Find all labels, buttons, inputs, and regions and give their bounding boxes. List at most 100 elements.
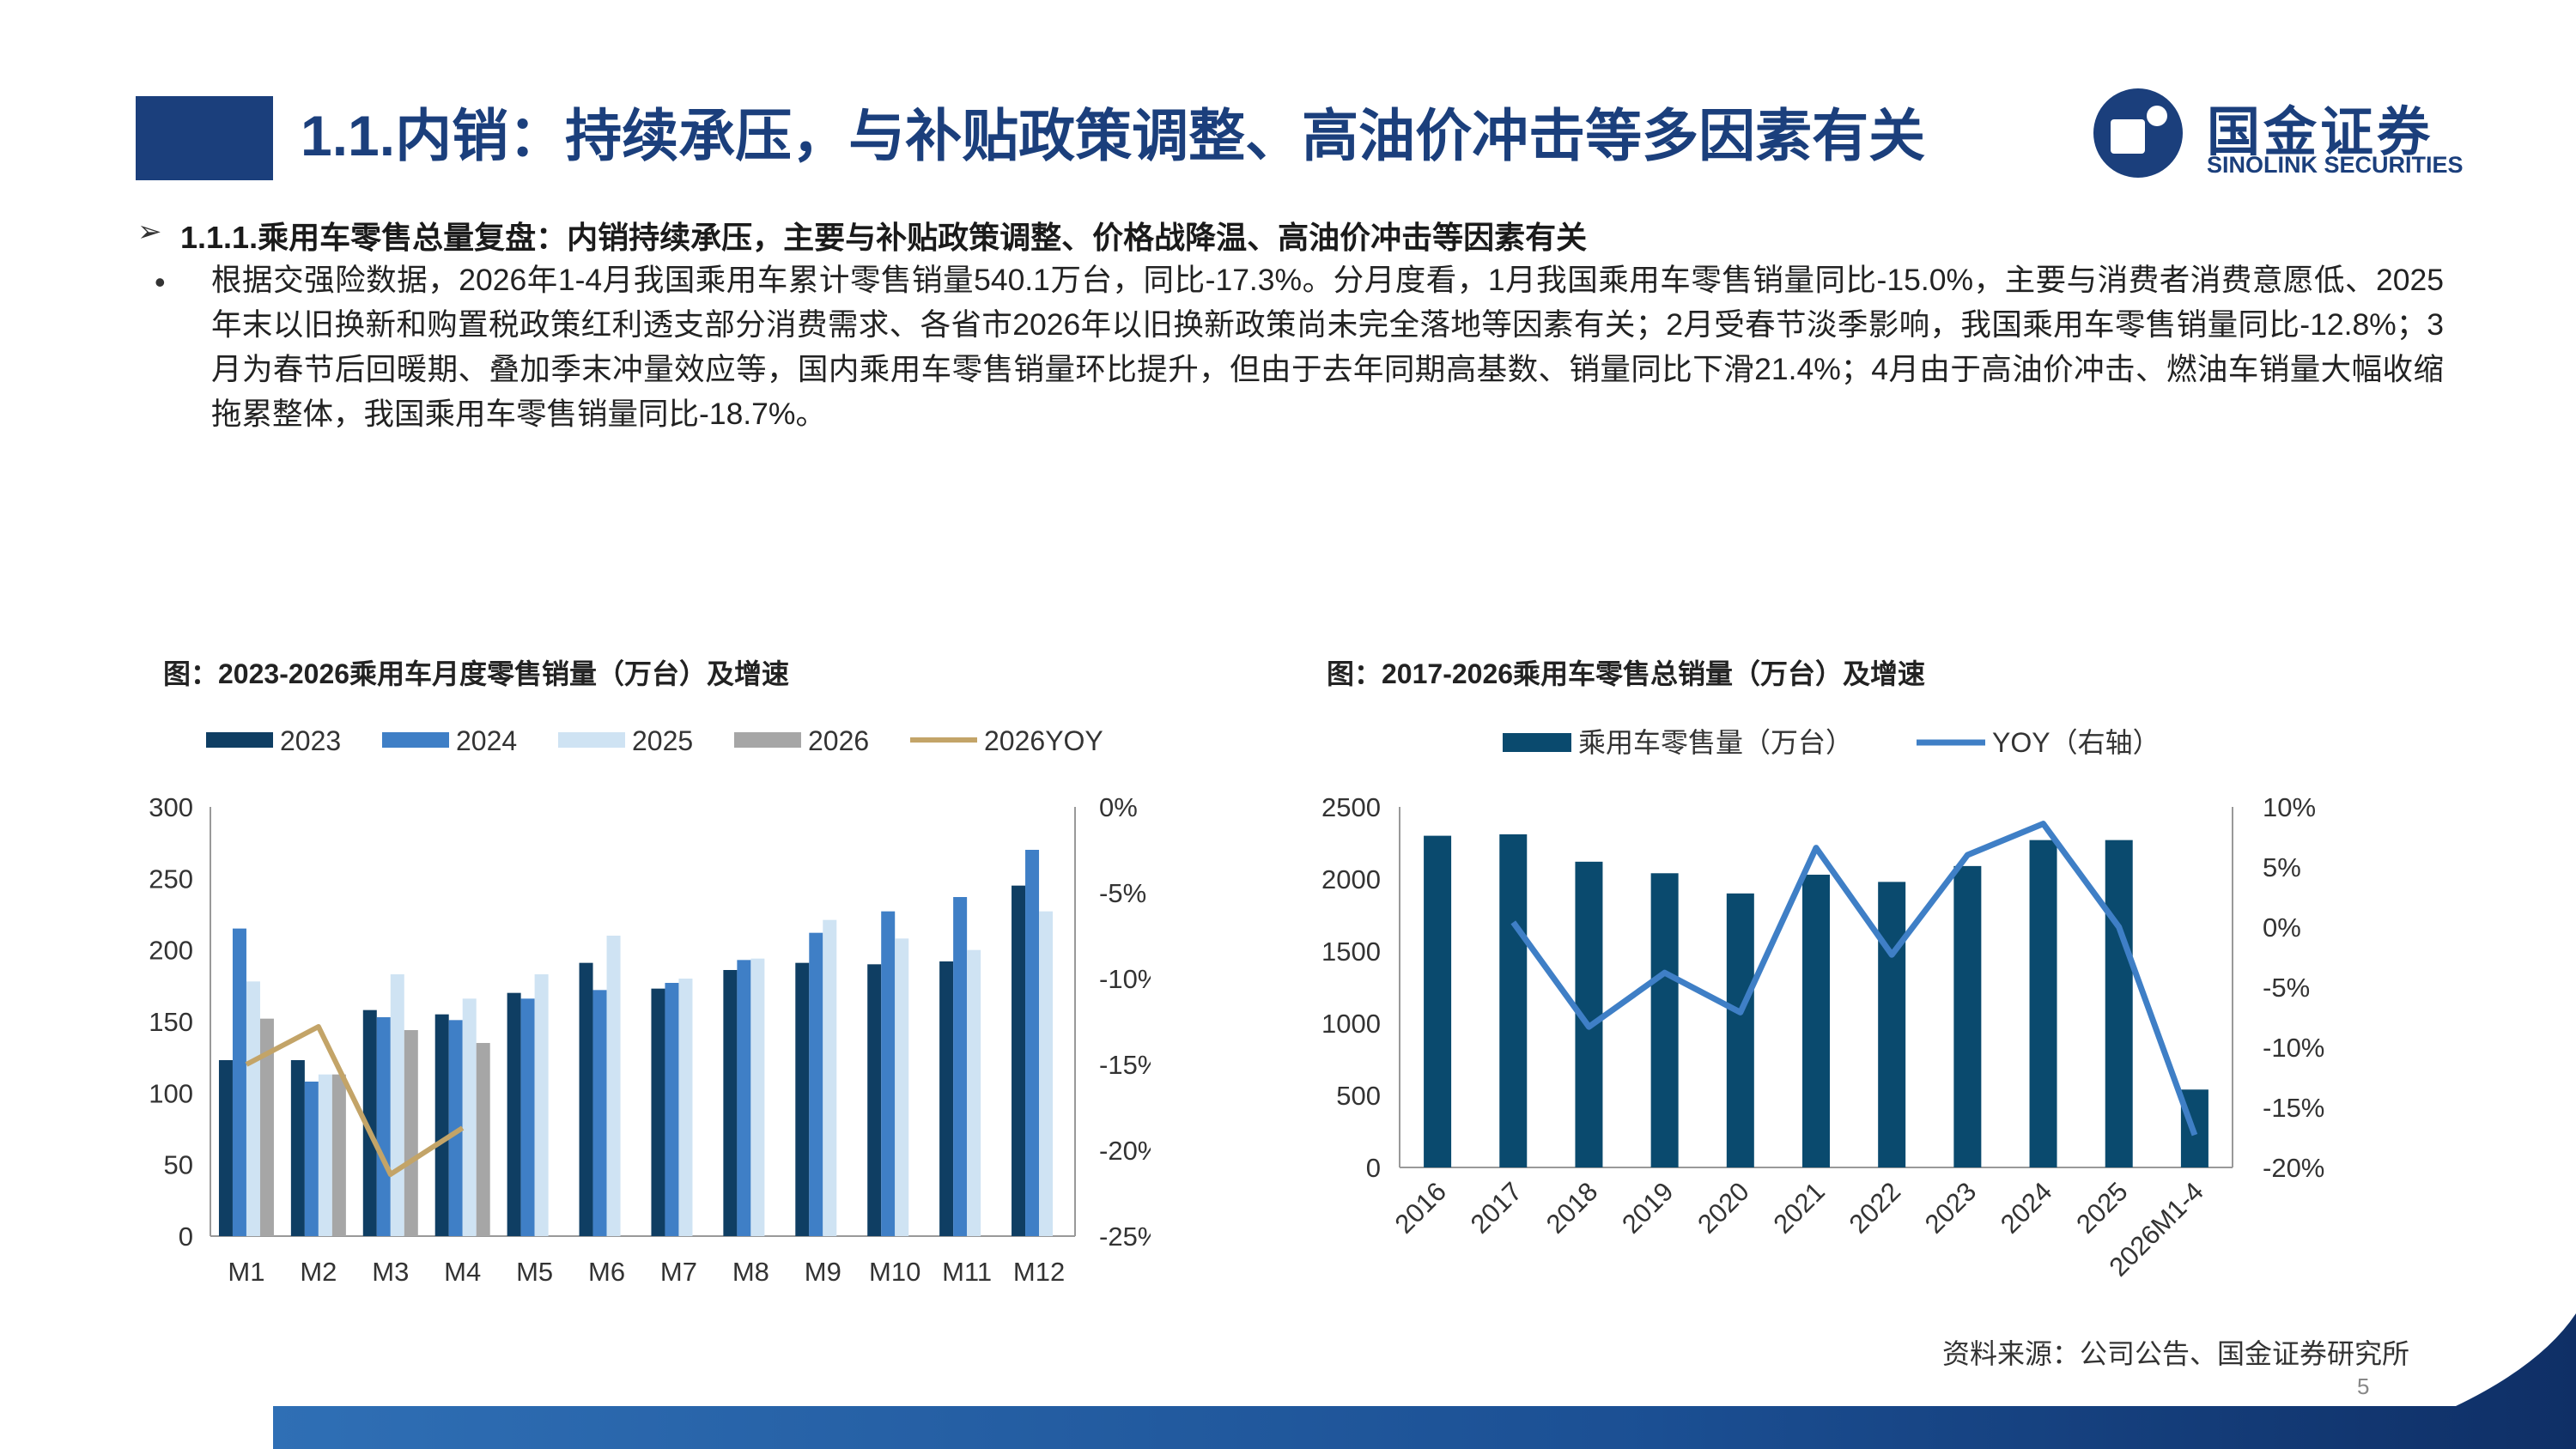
source-note: 资料来源：公司公告、国金证券研究所	[1942, 1338, 2410, 1369]
legend-swatch-2026	[734, 732, 801, 748]
bar-2026-M1	[259, 1018, 274, 1236]
y2-tick-label: -5%	[2263, 973, 2310, 1003]
bar-2025-M1	[246, 981, 260, 1236]
bar-2025-M11	[967, 949, 981, 1236]
bar-sales-2025	[2105, 840, 2133, 1167]
y-tick-label: 50	[164, 1150, 193, 1180]
chart1-title: 图：2023-2026乘用车月度零售销量（万台）及增速	[163, 658, 790, 689]
legend-label-sales: 乘用车零售量（万台）	[1578, 727, 1853, 758]
y-tick-label: 300	[149, 792, 193, 822]
x-tick-label: M9	[805, 1257, 841, 1287]
x-tick-label: M2	[300, 1257, 337, 1287]
bar-2025-M3	[390, 974, 404, 1236]
arrow-bullet-icon: ➢	[137, 215, 162, 248]
bar-2025-M2	[318, 1074, 332, 1236]
y2-tick-label: -20%	[1099, 1136, 1151, 1166]
bar-2024-M1	[232, 928, 246, 1236]
y2-tick-label: -10%	[1099, 964, 1151, 994]
bar-2023-M6	[579, 962, 593, 1236]
bar-2023-M1	[218, 1060, 233, 1236]
legend-swatch-2024	[382, 732, 449, 748]
y-tick-label: 0	[1366, 1153, 1381, 1183]
bar-2024-M10	[881, 911, 896, 1236]
y-tick-label: 1500	[1321, 937, 1381, 967]
x-tick-label: M11	[942, 1257, 992, 1287]
bar-2024-M6	[592, 990, 607, 1236]
section-heading: 1.1.1.乘用车零售总量复盘：内销持续承压，主要与补贴政策调整、价格战降温、高…	[180, 220, 1588, 255]
legend-label-2023: 2023	[280, 725, 341, 756]
company-logo: 国金证券 SINOLINK SECURITIES	[2087, 82, 2516, 185]
bar-sales-2016	[1424, 835, 1452, 1167]
legend-label-yoy: YOY（右轴）	[1992, 727, 2160, 758]
y-tick-label: 1000	[1321, 1009, 1381, 1039]
bar-2024-M3	[376, 1017, 391, 1236]
bar-2024-M4	[448, 1020, 463, 1236]
legend-label-2026: 2026	[808, 725, 869, 756]
x-tick-label: 2021	[1767, 1176, 1831, 1240]
y2-tick-label: 0%	[1099, 792, 1138, 822]
bar-2023-M3	[362, 1009, 377, 1236]
y2-tick-label: 10%	[2263, 792, 2316, 822]
bar-2025-M12	[1039, 911, 1054, 1236]
bar-2023-M11	[939, 961, 954, 1236]
y-tick-label: 250	[149, 864, 193, 894]
legend-swatch-sales	[1503, 733, 1571, 752]
bar-2023-M2	[290, 1060, 305, 1236]
bar-sales-2017	[1499, 834, 1528, 1167]
bar-2025-M7	[678, 979, 693, 1236]
bar-sales-2021	[1802, 874, 1830, 1167]
line-yoy	[1510, 821, 2198, 1137]
bar-2026-M2	[331, 1074, 346, 1236]
bar-2024-M8	[737, 960, 751, 1236]
body-paragraph: 根据交强险数据，2026年1-4月我国乘用车累计零售销量540.1万台，同比-1…	[211, 263, 2444, 431]
bar-2025-M9	[823, 919, 837, 1236]
bar-2025-M8	[750, 958, 765, 1236]
bar-2024-M5	[520, 998, 535, 1236]
x-tick-label: 2018	[1540, 1176, 1604, 1240]
bar-2023-M8	[723, 970, 738, 1236]
x-tick-label: M3	[372, 1257, 409, 1287]
x-tick-label: M4	[444, 1257, 481, 1287]
x-tick-label: 2017	[1465, 1176, 1528, 1240]
legend-swatch-2025	[558, 732, 625, 748]
bar-2023-M9	[795, 962, 810, 1236]
y-tick-label: 500	[1336, 1081, 1381, 1111]
footer-wave-decoration	[273, 1313, 2576, 1449]
bullet-dot-icon: •	[155, 264, 166, 300]
x-tick-label: M10	[869, 1257, 920, 1287]
bar-sales-2020	[1726, 893, 1754, 1167]
x-tick-label: 2022	[1844, 1176, 1907, 1240]
page-number: 5	[2357, 1373, 2370, 1399]
y-tick-label: 200	[149, 936, 193, 966]
x-tick-label: 2019	[1616, 1176, 1680, 1240]
legend-swatch-2023	[206, 732, 273, 748]
x-tick-label: 2023	[1919, 1176, 1983, 1240]
x-tick-label: M5	[516, 1257, 553, 1287]
legend-label-2026YOY: 2026YOY	[984, 725, 1103, 756]
x-tick-label: M6	[588, 1257, 625, 1287]
x-tick-label: M12	[1013, 1257, 1065, 1287]
legend-label-2025: 2025	[632, 725, 693, 756]
logo-text-en: SINOLINK SECURITIES	[2207, 152, 2464, 178]
y2-tick-label: -10%	[2263, 1033, 2324, 1063]
y-tick-label: 0	[179, 1222, 193, 1252]
bar-2025-M4	[462, 998, 477, 1236]
logo-text-cn: 国金证券	[2207, 103, 2434, 162]
bar-2023-M7	[651, 988, 665, 1236]
bar-2024-M12	[1025, 850, 1040, 1236]
x-tick-label: M8	[732, 1257, 769, 1287]
y2-tick-label: -15%	[1099, 1050, 1151, 1080]
bar-sales-2022	[1878, 882, 1906, 1167]
bar-2026-M4	[476, 1043, 490, 1236]
annual-sales-chart: 乘用车零售量（万台） YOY（右轴） 0 500 1000 1500 2000 2500 10%…	[1321, 727, 2324, 1282]
y2-tick-label: -20%	[2263, 1153, 2324, 1183]
x-tick-label: 2024	[1995, 1176, 2058, 1240]
bar-2023-M12	[1012, 885, 1026, 1236]
bar-2024-M7	[665, 983, 679, 1236]
bar-2023-M5	[507, 992, 521, 1236]
bar-2024-M2	[304, 1082, 319, 1236]
y2-tick-label: -5%	[1099, 878, 1146, 908]
bar-2025-M10	[895, 938, 909, 1236]
y2-tick-label: 5%	[2263, 852, 2301, 882]
bar-sales-2024	[2029, 840, 2057, 1167]
